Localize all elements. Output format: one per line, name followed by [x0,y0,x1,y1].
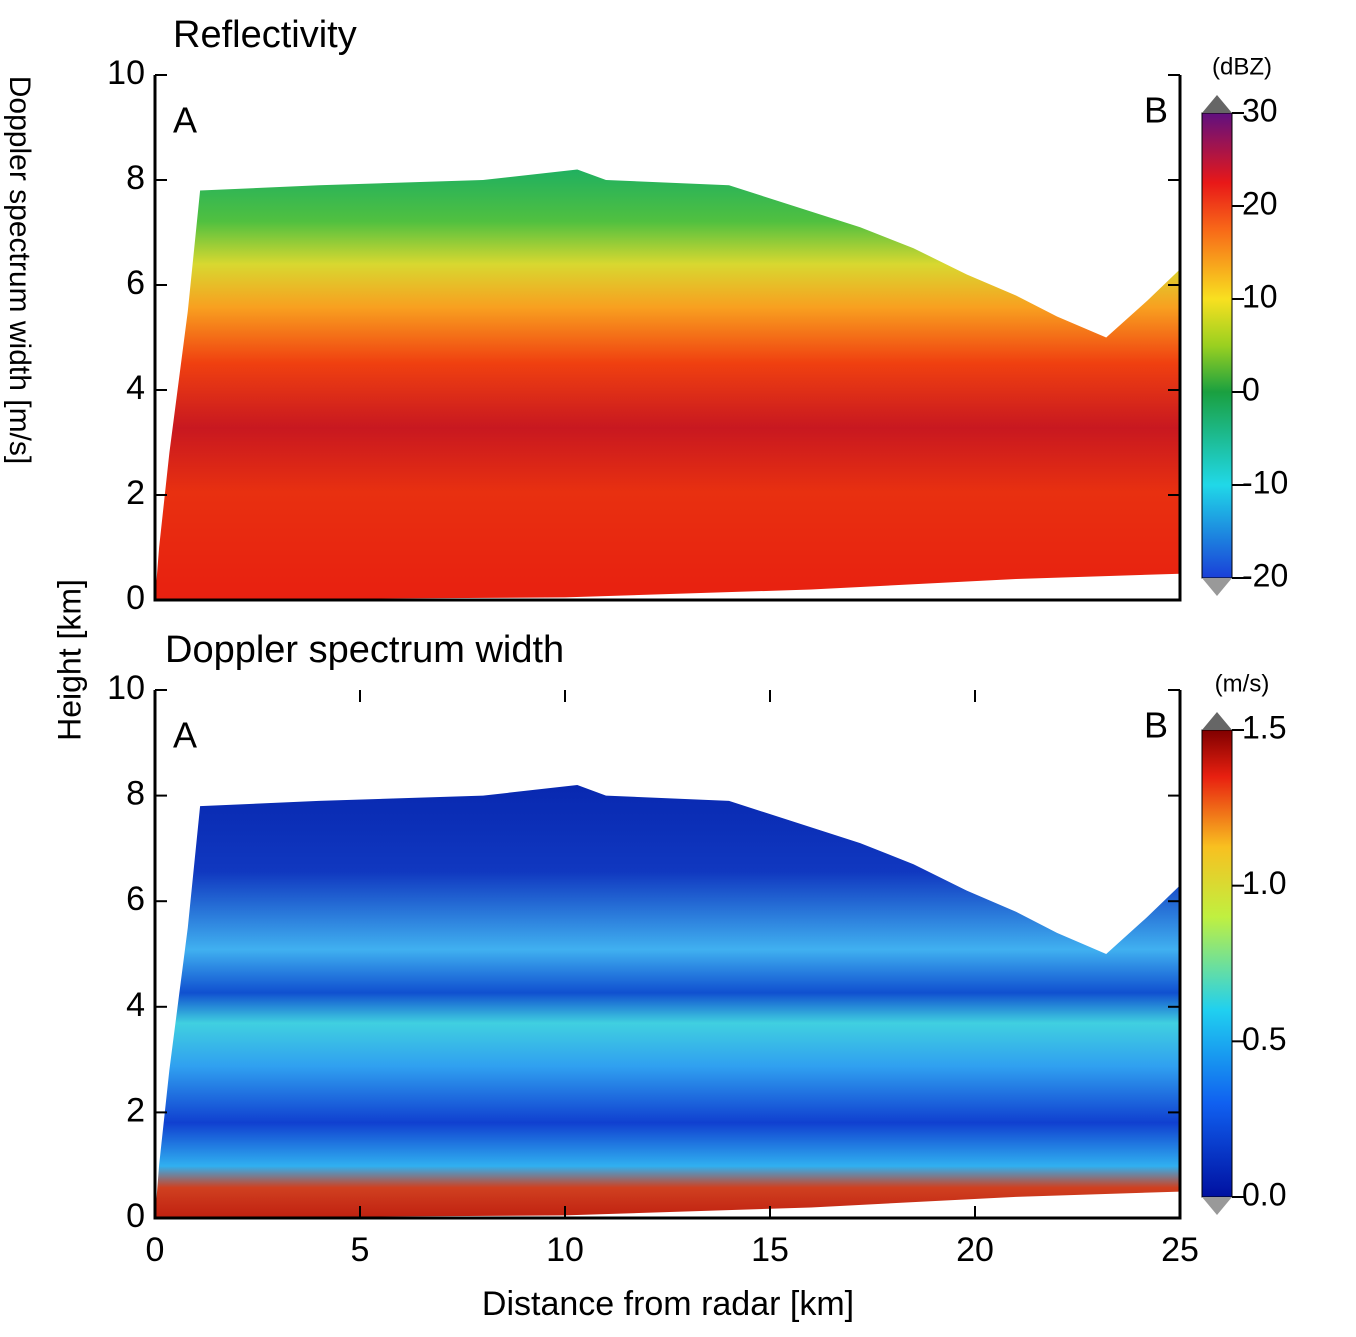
colorbar-tick-label: 30 [1242,92,1278,128]
colorbar-extend [1202,1197,1232,1215]
colorbar [1201,729,1233,1198]
panel-title: Doppler spectrum width [165,629,564,671]
colorbar-extend [1202,712,1232,730]
corner-label: A [173,100,197,141]
panel-title: Reflectivity [173,14,357,56]
colorbar-tick-label: -10 [1242,464,1288,500]
x-tick-label: 10 [546,1231,584,1269]
corner-label: B [1144,90,1168,131]
colorbar-extend [1202,578,1232,596]
radar-field [155,169,1180,600]
y-axis-label: Height [km] [51,579,87,741]
y-tick-label: 2 [126,1091,145,1129]
x-tick-label: 5 [351,1231,370,1269]
axes-frame [153,690,1182,1220]
x-tick-label: 20 [956,1231,994,1269]
axes-frame [153,75,1182,602]
colorbar-tick-label: 1.5 [1242,709,1286,745]
colorbar-label: (dBZ) [1212,53,1272,80]
colorbar-tick-label: 20 [1242,185,1278,221]
colorbar-tick-label: 10 [1242,278,1278,314]
colorbar-tick-label: 1.0 [1242,865,1286,901]
colorbar-tick-label: 0.0 [1242,1176,1286,1212]
y-tick-label: 6 [126,264,145,302]
x-tick-label: 15 [751,1231,789,1269]
y-tick-label: 4 [126,369,145,407]
y-tick-label: 6 [126,880,145,918]
colorbar [1201,112,1233,579]
y-tick-label: 4 [126,986,145,1024]
colorbar-extend [1202,95,1232,113]
x-tick-label: 0 [146,1231,165,1269]
colorbar-label: (m/s) [1215,670,1270,697]
y-tick-label: 10 [107,54,145,92]
x-tick-label: 25 [1161,1231,1199,1269]
y-tick-label: 8 [126,775,145,813]
colorbar-tick-label: -20 [1242,557,1288,593]
corner-label: A [173,715,197,756]
colorbar-tick-label: 0 [1242,371,1260,407]
y-tick-label: 0 [126,579,145,617]
colorbar-tick-label: 0.5 [1242,1021,1286,1057]
y-tick-label: 2 [126,474,145,512]
y-tick-label: 0 [126,1197,145,1235]
radar-field [155,785,1180,1218]
corner-label: B [1144,705,1168,746]
x-axis-label: Distance from radar [km] [482,1285,854,1323]
side-label: Doppler spectrum width [m/s] [3,76,36,464]
y-tick-label: 10 [107,669,145,707]
y-tick-label: 8 [126,159,145,197]
